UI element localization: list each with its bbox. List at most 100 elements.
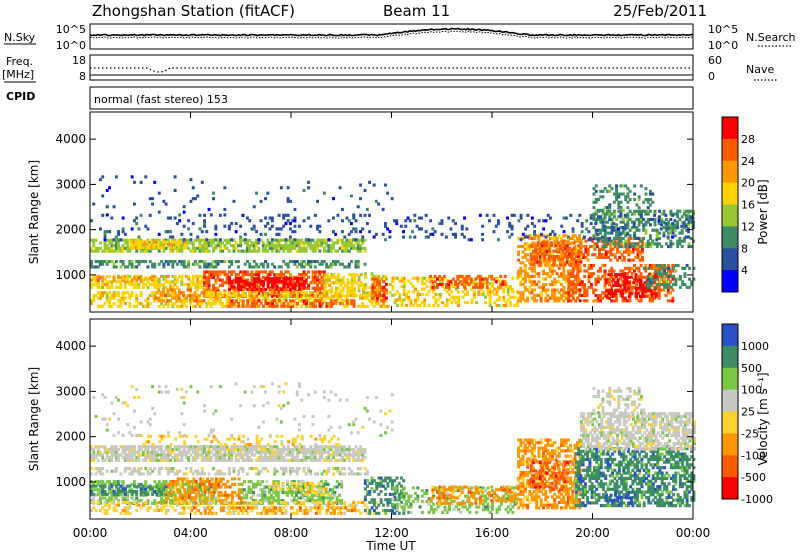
freq-label-line1: Freq.	[6, 55, 33, 68]
heatmap-cell	[200, 230, 204, 234]
heatmap-cell	[191, 283, 195, 287]
heatmap-cell	[294, 440, 297, 444]
heatmap-cell	[250, 227, 254, 231]
heatmap-cell	[374, 232, 378, 236]
heatmap-cell	[332, 216, 335, 220]
heatmap-cell	[169, 443, 173, 447]
heatmap-cell	[347, 293, 351, 297]
heatmap-cell	[641, 250, 644, 254]
heatmap-cell	[246, 216, 249, 220]
heatmap-cell	[639, 264, 643, 268]
heatmap-cell	[660, 212, 664, 216]
heatmap-cell	[674, 277, 678, 281]
heatmap-cell	[555, 299, 559, 303]
heatmap-cell	[121, 262, 125, 266]
heatmap-cell	[584, 245, 588, 249]
heatmap-cell	[141, 245, 145, 249]
heatmap-cell	[187, 285, 191, 289]
heatmap-cell	[506, 284, 510, 288]
heatmap-cell	[169, 230, 172, 234]
heatmap-cell	[117, 448, 120, 452]
heatmap-cell	[618, 283, 622, 287]
heatmap-cell	[180, 260, 184, 264]
heatmap-cell	[636, 292, 640, 296]
heatmap-cell	[103, 260, 107, 264]
heatmap-cell	[193, 299, 197, 303]
heatmap-cell	[214, 302, 218, 306]
heatmap-cell	[591, 239, 595, 243]
heatmap-cell	[212, 191, 215, 195]
heatmap-cell	[491, 290, 494, 294]
heatmap-cell	[612, 215, 616, 219]
heatmap-cell	[166, 260, 170, 264]
heatmap-cell	[270, 244, 274, 248]
heatmap-cell	[293, 241, 297, 245]
heatmap-cell	[585, 269, 589, 273]
heatmap-cell	[353, 286, 356, 290]
heatmap-cell	[363, 213, 367, 217]
heatmap-cell	[600, 247, 604, 251]
heatmap-cell	[275, 273, 279, 277]
heatmap-cell	[230, 244, 234, 248]
heatmap-cell	[170, 243, 174, 247]
heatmap-cell	[313, 260, 317, 264]
heatmap-cell	[316, 227, 319, 231]
heatmap-cell	[96, 291, 100, 295]
heatmap-cell	[293, 244, 297, 248]
heatmap-cell	[157, 304, 161, 308]
heatmap-cell	[352, 458, 356, 462]
heatmap-cell	[666, 235, 670, 239]
heatmap-cell	[543, 255, 547, 259]
heatmap-cell	[194, 434, 198, 438]
heatmap-cell	[298, 273, 301, 277]
cpid-label: CPID	[6, 90, 35, 103]
heatmap-cell	[291, 294, 295, 298]
heatmap-cell	[232, 244, 236, 248]
heatmap-cell	[304, 246, 308, 250]
heatmap-cell	[194, 453, 197, 457]
heatmap-cell	[628, 269, 632, 273]
heatmap-cell	[519, 280, 523, 284]
heatmap-cell	[241, 448, 245, 452]
heatmap-cell	[391, 276, 395, 280]
heatmap-cell	[277, 299, 281, 303]
heatmap-cell	[567, 277, 571, 281]
heatmap-cell	[569, 269, 572, 273]
heatmap-cell	[119, 304, 123, 308]
heatmap-cell	[641, 283, 645, 287]
heatmap-cell	[209, 289, 213, 293]
heatmap-cell	[584, 247, 588, 251]
heatmap-cell	[359, 281, 363, 285]
heatmap-cell	[484, 301, 488, 305]
heatmap-cell	[295, 289, 299, 293]
heatmap-cell	[300, 294, 304, 298]
heatmap-cell	[259, 302, 263, 306]
heatmap-cell	[488, 303, 492, 307]
heatmap-cell	[404, 219, 408, 223]
heatmap-cell	[137, 238, 141, 242]
heatmap-cell	[277, 458, 281, 462]
heatmap-cell	[526, 272, 530, 276]
heatmap-cell	[562, 230, 566, 234]
heatmap-cell	[645, 283, 648, 287]
heatmap-cell	[295, 453, 299, 457]
heatmap-cell	[234, 260, 238, 264]
heatmap-cell	[610, 223, 614, 227]
heatmap-cell	[203, 238, 206, 242]
heatmap-cell	[495, 287, 499, 291]
heatmap-cell	[451, 219, 455, 223]
heatmap-cell	[658, 209, 661, 213]
heatmap-cell	[354, 458, 358, 462]
heatmap-cell	[440, 219, 444, 223]
heatmap-cell	[467, 283, 471, 287]
heatmap-cell	[158, 440, 162, 444]
heatmap-cell	[652, 289, 656, 293]
heatmap-cell	[678, 209, 682, 213]
heatmap-cell	[137, 227, 141, 231]
heatmap-cell	[225, 273, 229, 277]
heatmap-cell	[237, 458, 240, 462]
heatmap-cell	[636, 278, 640, 282]
heatmap-cell	[289, 299, 293, 303]
heatmap-cell	[257, 277, 261, 281]
heatmap-cell	[304, 293, 308, 297]
